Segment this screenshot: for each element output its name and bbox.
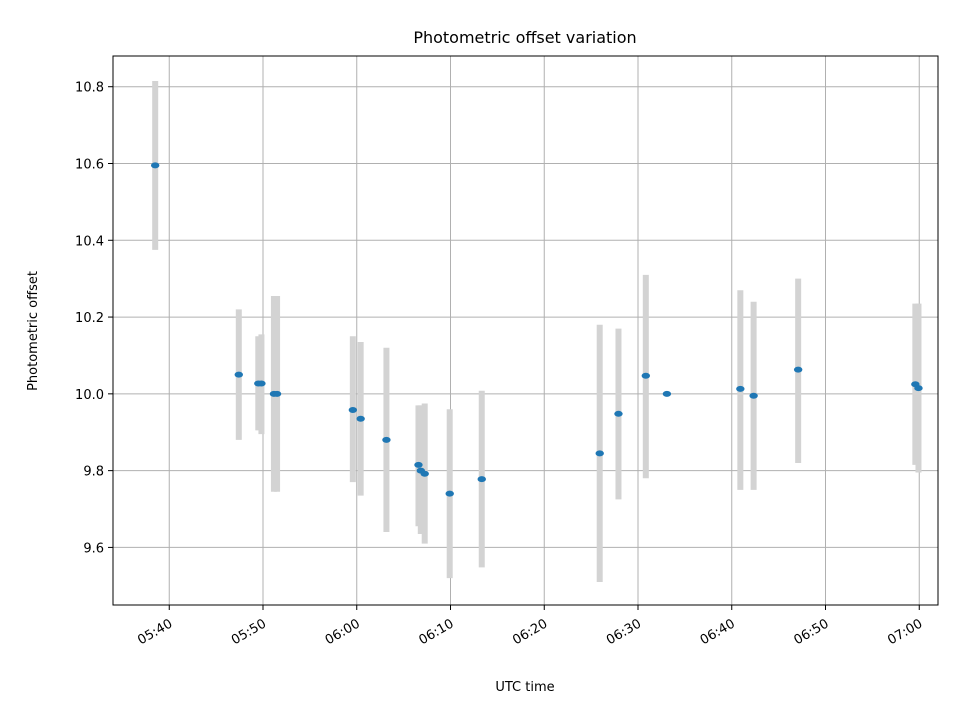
y-axis: 9.6 9.8 10.0 10.2 10.4 10.6 10.8 (75, 81, 113, 556)
x-tick-label: 07:00 (885, 616, 925, 648)
data-point (414, 461, 423, 468)
y-tick-label: 10.6 (75, 157, 104, 172)
y-axis-label: Photometric offset (26, 271, 41, 391)
y-tick-label: 10.0 (75, 388, 104, 403)
y-tick-label: 9.8 (83, 465, 104, 480)
data-point (914, 385, 923, 392)
x-tick-label: 05:40 (135, 616, 175, 648)
x-tick-label: 06:50 (792, 616, 832, 648)
data-point (445, 490, 454, 497)
data-point (150, 162, 160, 169)
data-point (348, 406, 358, 413)
data-point (793, 366, 803, 373)
data-point (356, 415, 365, 422)
x-tick-label: 06:20 (510, 616, 550, 648)
x-tick-label: 06:10 (417, 616, 457, 648)
y-tick-label: 10.2 (75, 311, 104, 326)
x-tick-label: 05:50 (229, 616, 269, 648)
x-tick-label: 06:40 (698, 616, 738, 648)
x-axis-label: UTC time (495, 680, 554, 695)
data-point (420, 470, 429, 477)
plot-frame (112, 55, 939, 606)
data-point (662, 390, 672, 397)
data-point (382, 436, 391, 443)
data-point (257, 380, 266, 387)
x-axis: 05:40 05:50 06:00 06:10 06:20 06:30 06:40 06:50… (135, 605, 925, 648)
x-tick-label: 06:00 (323, 616, 363, 648)
y-tick-label: 10.8 (75, 81, 104, 96)
data-point (477, 476, 486, 483)
y-tick-label: 10.4 (75, 234, 104, 249)
data-point (736, 385, 745, 392)
y-tick-label: 9.6 (83, 541, 104, 556)
x-tick-label: 06:30 (604, 616, 644, 648)
chart-title: Photometric offset variation (413, 28, 636, 47)
errorbar-layer (152, 80, 922, 582)
marker-layer (150, 162, 923, 497)
data-point (272, 390, 282, 397)
data-point (595, 450, 604, 457)
data-point (614, 410, 623, 417)
data-point (749, 392, 758, 399)
data-point (641, 372, 651, 379)
data-point (234, 371, 243, 378)
